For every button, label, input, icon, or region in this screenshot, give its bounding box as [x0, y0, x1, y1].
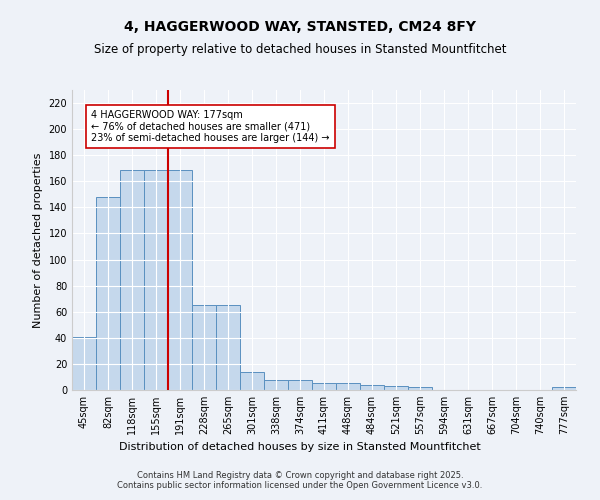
Text: 4 HAGGERWOOD WAY: 177sqm
← 76% of detached houses are smaller (471)
23% of semi-: 4 HAGGERWOOD WAY: 177sqm ← 76% of detach…: [91, 110, 330, 143]
Bar: [360, 385, 384, 390]
Bar: [72, 336, 96, 390]
Y-axis label: Number of detached properties: Number of detached properties: [33, 152, 43, 328]
Bar: [144, 170, 168, 390]
Bar: [240, 372, 264, 390]
Bar: [336, 384, 360, 390]
Bar: [192, 305, 216, 390]
Text: 4, HAGGERWOOD WAY, STANSTED, CM24 8FY: 4, HAGGERWOOD WAY, STANSTED, CM24 8FY: [124, 20, 476, 34]
Bar: [552, 388, 576, 390]
Text: Size of property relative to detached houses in Stansted Mountfitchet: Size of property relative to detached ho…: [94, 42, 506, 56]
Text: Contains HM Land Registry data © Crown copyright and database right 2025.
Contai: Contains HM Land Registry data © Crown c…: [118, 470, 482, 490]
Bar: [96, 197, 120, 390]
Bar: [120, 170, 144, 390]
Bar: [168, 170, 192, 390]
Bar: [384, 386, 408, 390]
Bar: [408, 388, 432, 390]
Bar: [264, 380, 288, 390]
Bar: [288, 380, 312, 390]
Bar: [312, 384, 336, 390]
Bar: [216, 305, 240, 390]
Text: Distribution of detached houses by size in Stansted Mountfitchet: Distribution of detached houses by size …: [119, 442, 481, 452]
